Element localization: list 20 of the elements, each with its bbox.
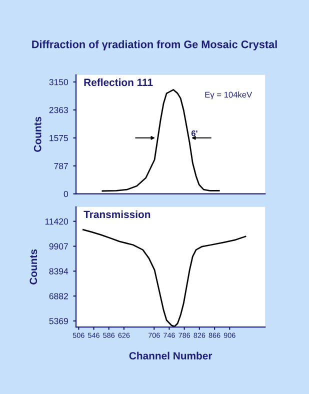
line-series — [102, 89, 220, 192]
y-tick-label: 2363 — [49, 106, 68, 114]
y-tick-label: 787 — [54, 162, 68, 170]
y-tick-label: 5369 — [49, 318, 68, 324]
y-tick-label: 0 — [64, 190, 68, 198]
y-tick-label: 6882 — [49, 293, 68, 300]
annotation: 6' — [191, 130, 198, 136]
y-tick-label: 3150 — [49, 79, 68, 86]
chart-title: Diffraction of γradiation from Ge Mosaic Crystal — [32, 40, 277, 50]
line-series — [82, 229, 246, 328]
y-axis-title: Counts — [34, 116, 42, 152]
x-axis-title: Channel Number — [129, 352, 212, 360]
annotation: Transmission — [84, 210, 150, 218]
y-tick-label: 11420 — [45, 218, 68, 225]
y-tick-label: 9907 — [49, 243, 68, 250]
y-tick-label: 1575 — [50, 135, 68, 142]
y-tick-label: 8394 — [49, 268, 68, 274]
y-axis-title: Counts — [30, 249, 38, 284]
annotation: Reflection 111 — [84, 78, 153, 86]
annotation: Eγ = 104keV — [205, 92, 252, 100]
